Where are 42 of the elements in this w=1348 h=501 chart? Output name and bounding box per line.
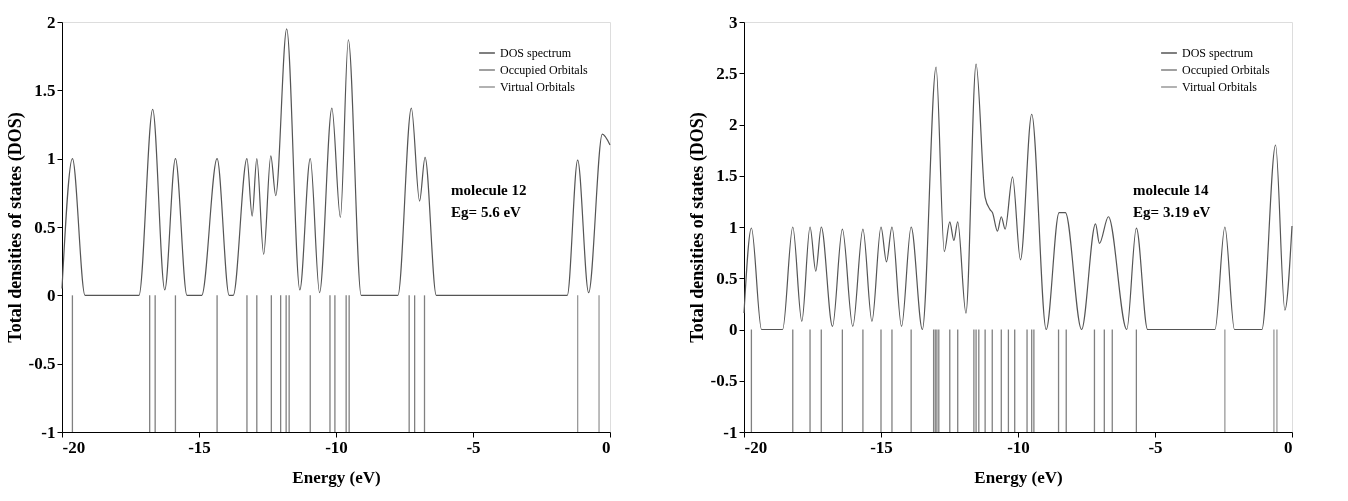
y-tick-label: 2 [47, 12, 56, 32]
y-tick-label: 0.5 [34, 217, 56, 237]
y-axis-title: Total densities of states (DOS) [4, 112, 26, 343]
legend-label: DOS spectrum [500, 46, 572, 60]
annotation: molecule 14 [1133, 182, 1209, 199]
y-tick-label: -0.5 [710, 371, 738, 391]
y-tick-label: -1 [41, 422, 56, 442]
y-tick-label: 3 [729, 12, 738, 32]
legend-label: Occupied Orbitals [500, 63, 588, 77]
x-tick-label: -5 [1148, 437, 1163, 457]
annotation: molecule 12 [451, 182, 527, 199]
y-tick-label: 1 [47, 149, 56, 169]
y-tick-label: 0 [47, 285, 56, 305]
x-tick-label: -20 [744, 437, 768, 457]
x-axis-title: Energy (eV) [292, 467, 381, 487]
x-axis-title: Energy (eV) [974, 467, 1063, 487]
x-tick-label: -5 [466, 437, 481, 457]
x-tick-label: -20 [62, 437, 86, 457]
x-tick-label: -10 [325, 437, 348, 457]
line-series [61, 28, 611, 296]
y-tick-label: 2.5 [716, 63, 738, 83]
y-tick-label: 1.5 [716, 166, 738, 186]
x-tick-label: -10 [1007, 437, 1030, 457]
legend-label: DOS spectrum [1182, 46, 1254, 60]
x-tick-label: 0 [1284, 437, 1293, 457]
y-tick-label: -1 [723, 422, 738, 442]
x-tick-label: -15 [188, 437, 211, 457]
y-tick-label: 1 [729, 217, 738, 237]
y-axis-title: Total densities of states (DOS) [686, 112, 708, 343]
y-tick-label: 2 [729, 115, 738, 134]
y-tick-label: 1.5 [34, 80, 56, 100]
annotation: Eg= 5.6 eV [451, 204, 522, 221]
annotation: Eg= 3.19 eV [1133, 204, 1211, 221]
legend-label: Virtual Orbitals [500, 80, 576, 94]
x-tick-label: 0 [602, 437, 611, 457]
y-tick-label: -0.5 [28, 354, 56, 374]
y-tick-label: 0.5 [716, 268, 738, 288]
legend-label: Virtual Orbitals [1182, 80, 1258, 94]
y-tick-label: 0 [729, 320, 738, 339]
x-tick-label: -15 [870, 437, 893, 457]
line-series [743, 63, 1293, 331]
legend-label: Occupied Orbitals [1182, 63, 1270, 77]
